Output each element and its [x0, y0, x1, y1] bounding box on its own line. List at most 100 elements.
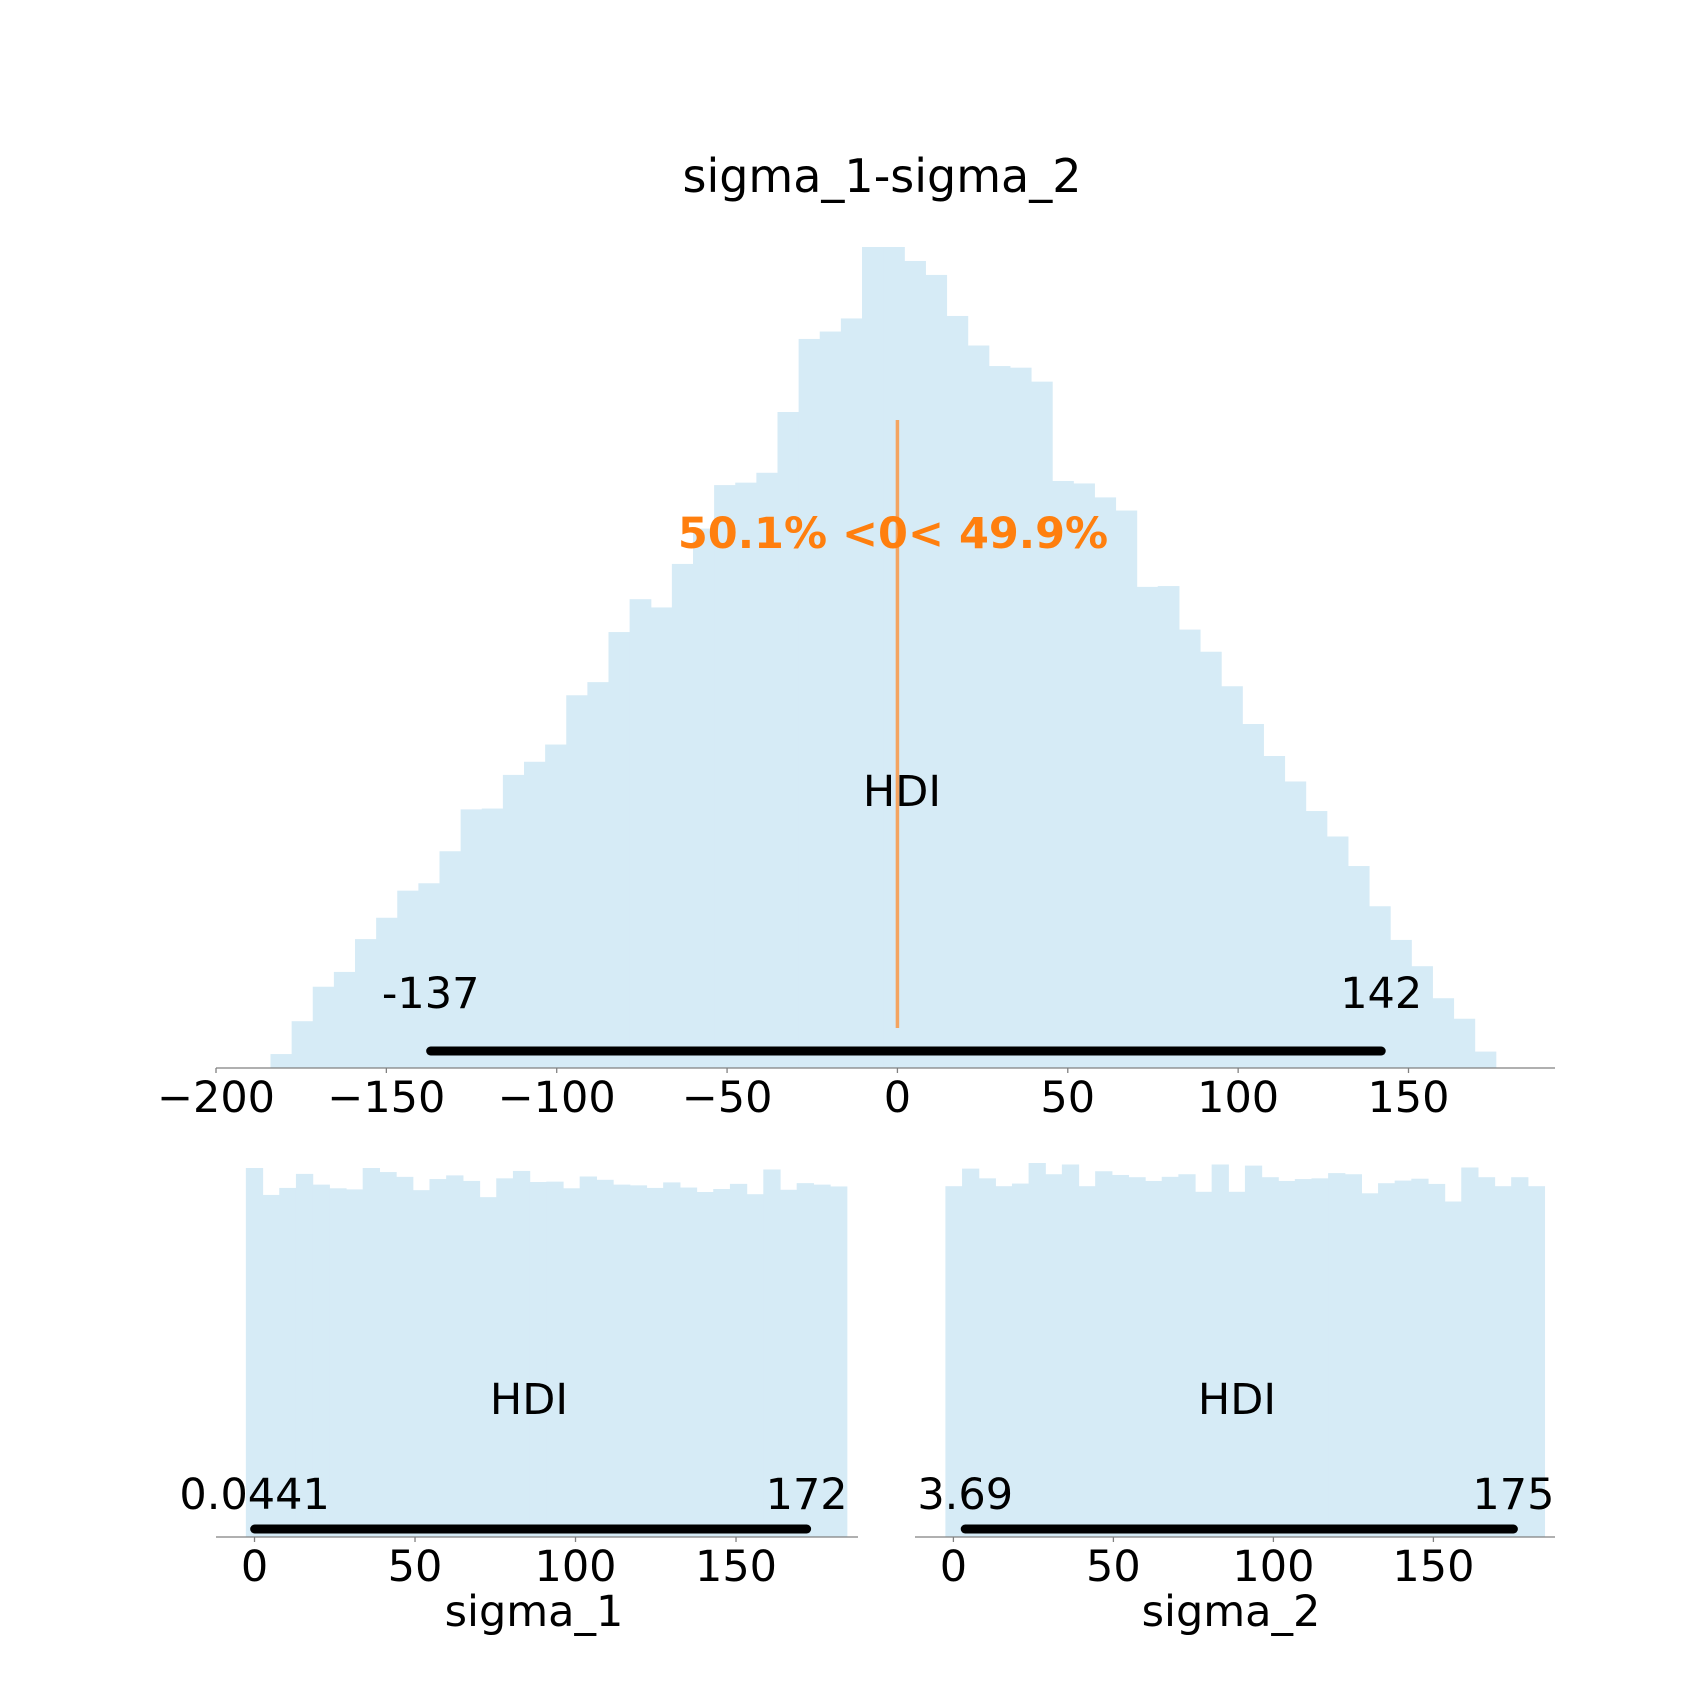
histogram-bar	[796, 1183, 814, 1537]
histogram-bars-difference	[270, 247, 1497, 1069]
histogram-bar	[245, 1168, 264, 1537]
hdi-lower-label-difference: -137	[382, 969, 480, 1019]
hdi-label-sigma-1: HDI	[490, 1375, 568, 1425]
histogram-bar	[546, 1181, 564, 1537]
histogram-bar	[329, 1188, 347, 1537]
x-axis-sigma-1: 0 50 100 150	[216, 1536, 858, 1592]
histogram-bar	[1294, 1179, 1313, 1537]
histogram-bar	[861, 247, 884, 1068]
histogram-bar	[629, 1185, 648, 1537]
histogram-bar	[412, 1190, 431, 1537]
hdi-label-difference: HDI	[863, 767, 941, 817]
histogram-bar	[1263, 756, 1286, 1068]
histogram-bar	[798, 338, 821, 1068]
x-tick-label: −200	[157, 1073, 275, 1123]
histogram-bars-sigma-1	[245, 1168, 848, 1537]
histogram-bar	[1494, 1186, 1512, 1537]
histogram-bar	[1115, 510, 1138, 1068]
histogram-bar	[988, 366, 1011, 1068]
histogram-bar	[376, 917, 398, 1068]
histogram-bar	[1328, 1173, 1346, 1537]
histogram-bar	[746, 1194, 764, 1537]
histogram-bar	[1411, 1178, 1429, 1537]
x-axis-difference: −200 −150 −100 −50 0 50 100 150	[157, 1067, 1555, 1123]
histogram-bar	[1161, 1176, 1179, 1537]
x-tick-label: 0	[884, 1073, 911, 1123]
histogram-bar	[524, 761, 546, 1068]
histogram-bar	[529, 1182, 547, 1537]
histogram-bar	[696, 1191, 714, 1537]
histogram-bar	[1344, 1174, 1362, 1537]
histogram-bar	[355, 939, 377, 1068]
x-tick-label: 100	[534, 1542, 616, 1592]
histogram-bar	[279, 1187, 297, 1537]
x-tick-label: 50	[1040, 1073, 1095, 1123]
histogram-bar	[1411, 966, 1433, 1068]
histogram-bar	[1045, 1174, 1063, 1537]
histogram-bar	[362, 1168, 380, 1537]
histogram-bar	[1432, 998, 1455, 1069]
histogram-bar	[1394, 1180, 1412, 1537]
histogram-bar	[418, 883, 441, 1068]
x-tick-label: −100	[498, 1073, 616, 1123]
histogram-bar	[1078, 1186, 1096, 1537]
x-axis-label-sigma-2: sigma_2	[1142, 1587, 1321, 1637]
histogram-bar	[1009, 367, 1032, 1068]
histogram-bar	[1111, 1174, 1130, 1537]
histogram-bar	[777, 412, 800, 1068]
histogram-bar	[729, 1183, 748, 1537]
histogram-bar	[1028, 1163, 1046, 1537]
histogram-bar	[1511, 1177, 1529, 1537]
histogram-bar	[714, 485, 736, 1069]
histogram-bar	[780, 1189, 798, 1537]
hdi-upper-label-sigma-2: 175	[1472, 1470, 1554, 1520]
histogram-bar	[496, 1178, 514, 1537]
histogram-bar	[1030, 381, 1053, 1068]
histogram-bar	[262, 1194, 280, 1537]
histogram-bar	[579, 1176, 597, 1537]
histogram-bar	[883, 247, 905, 1068]
x-tick-label: 0	[940, 1542, 967, 1592]
hdi-upper-label-sigma-1: 172	[766, 1470, 848, 1520]
histogram-bar	[813, 1184, 831, 1537]
histogram-bar	[312, 986, 335, 1068]
histogram-bar	[650, 607, 673, 1068]
histogram-bar	[1278, 1180, 1296, 1537]
histogram-bar	[1178, 1174, 1196, 1537]
histogram-bar	[1145, 1180, 1163, 1537]
histogram-bar	[1477, 1177, 1496, 1537]
histogram-bar	[1461, 1167, 1479, 1537]
histogram-bar	[1444, 1201, 1462, 1537]
histogram-bar	[1305, 811, 1328, 1068]
histogram-bar	[608, 632, 631, 1068]
histogram-bar	[945, 1186, 963, 1537]
panel-difference: sigma_1-sigma_2 −200 −150 −100 −50 0 50 100 150…	[157, 149, 1555, 1123]
histogram-bar	[629, 599, 652, 1068]
x-tick-label: 150	[695, 1542, 777, 1592]
histogram-bar	[379, 1172, 397, 1537]
histogram-bar	[460, 809, 483, 1068]
histogram-bar	[1474, 1051, 1497, 1068]
histogram-bar	[613, 1184, 631, 1537]
histogram-bar	[1094, 497, 1117, 1068]
x-tick-label: 100	[1232, 1542, 1314, 1592]
histogram-bar	[1095, 1171, 1113, 1537]
x-tick-label: 150	[1367, 1073, 1449, 1123]
histogram-bar	[693, 528, 715, 1068]
histogram-bar	[545, 744, 567, 1068]
histogram-bar	[1244, 1165, 1263, 1537]
histogram-bar	[1073, 483, 1095, 1068]
hdi-upper-label-difference: 142	[1340, 969, 1422, 1019]
histogram-bar	[962, 1168, 980, 1537]
histogram-bar	[429, 1179, 447, 1537]
histogram-bar	[946, 315, 969, 1069]
histogram-bar	[1378, 1183, 1396, 1537]
x-axis-label-sigma-1: sigma_1	[445, 1587, 624, 1637]
histogram-bar	[1284, 781, 1307, 1068]
histogram-bar	[333, 971, 356, 1068]
histogram-bar	[462, 1180, 481, 1537]
histogram-bar	[1347, 866, 1370, 1068]
histogram-bar	[713, 1189, 731, 1537]
histogram-bar	[512, 1170, 531, 1537]
